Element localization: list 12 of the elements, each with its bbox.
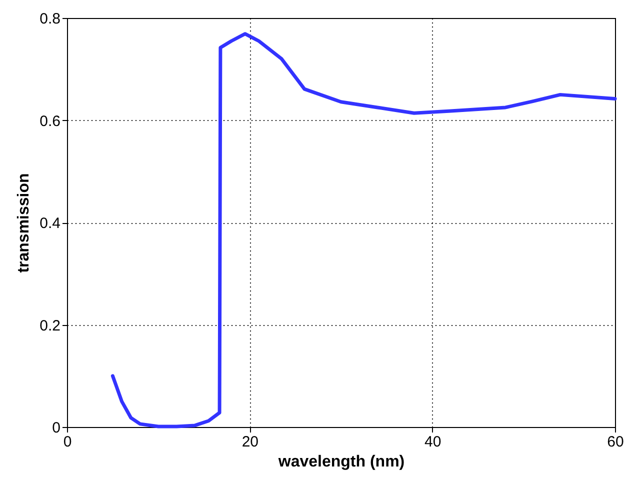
y-tick-label: 0 [52,420,60,436]
y-tick-label: 0.4 [40,215,60,232]
y-tick-label: 0.8 [40,10,60,28]
line-series [110,32,617,428]
x-tick-label: 60 [607,434,624,450]
y-tick-label: 0.6 [40,112,60,130]
x-axis-title: wavelength (nm) [277,454,405,470]
x-tick-label: 0 [63,434,72,450]
x-tick-label: 20 [242,434,259,450]
y-axis-title: transmission [16,173,33,273]
x-tick-label: 40 [424,434,442,450]
y-tick-label: 0.2 [40,317,60,334]
